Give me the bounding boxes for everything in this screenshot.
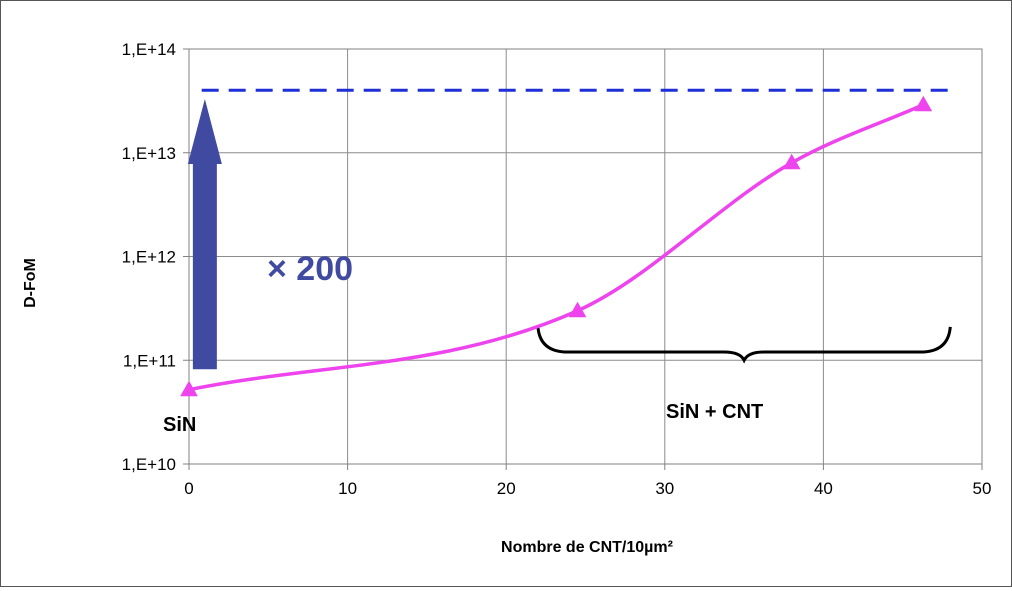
grid: [189, 49, 982, 464]
x-tick-label: 50: [973, 479, 992, 498]
data-point-marker: [180, 380, 198, 397]
y-tick-label: 1,E+12: [122, 248, 176, 267]
series-line: [188, 103, 925, 392]
curly-brace: [536, 326, 952, 364]
x-tick-label: 10: [338, 479, 357, 498]
sin-label: SiN: [163, 414, 196, 436]
data-point-marker: [568, 301, 587, 318]
x-axis-title: Nombre de CNT/10µm²: [501, 539, 673, 556]
data-point-marker: [914, 95, 933, 112]
sin-cnt-label: SiN + CNT: [666, 401, 763, 423]
x-tick-label: 40: [814, 479, 833, 498]
x-tick-label: 0: [184, 479, 193, 498]
y-tick-label: 1,E+14: [122, 40, 176, 59]
axis-ticks: 0 10 20 30 40 50 1,E+10 1,E+11 1,E+12 1,E+13 1,E+1…: [122, 40, 992, 498]
x-tick-label: 20: [497, 479, 516, 498]
y-tick-label: 1,E+13: [122, 144, 176, 163]
x-tick-label: 30: [655, 479, 674, 498]
series-markers: [180, 95, 933, 397]
y-tick-label: 1,E+10: [122, 455, 176, 474]
factor-label: × 200: [267, 250, 353, 288]
up-arrow-icon: [187, 98, 222, 370]
y-tick-label: 1,E+11: [123, 351, 176, 370]
data-point-marker: [782, 153, 801, 170]
y-axis-title: D-FoM: [22, 258, 39, 308]
